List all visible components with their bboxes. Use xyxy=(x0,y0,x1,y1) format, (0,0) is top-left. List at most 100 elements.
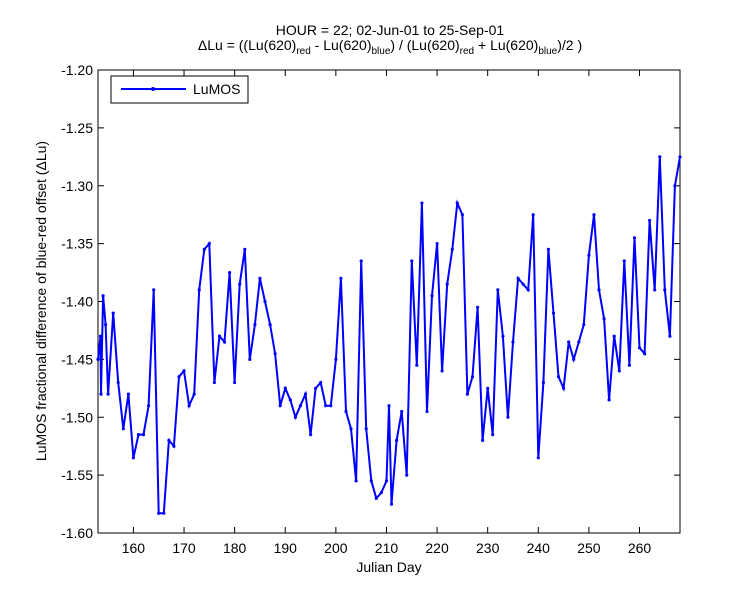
data-point xyxy=(273,352,277,356)
formula-suffix: )/2 ) xyxy=(557,37,583,53)
x-tick-label: 200 xyxy=(324,540,348,556)
data-point xyxy=(450,247,454,251)
data-point xyxy=(314,386,318,390)
data-point xyxy=(329,404,333,408)
data-point xyxy=(541,380,546,385)
data-point xyxy=(233,380,237,385)
data-point xyxy=(602,317,606,321)
formula-sub-blue-1: blue xyxy=(371,45,391,57)
x-tick-label: 230 xyxy=(476,540,500,556)
data-point xyxy=(387,404,391,408)
data-point xyxy=(531,213,535,217)
data-point xyxy=(410,259,414,263)
data-point xyxy=(187,404,191,408)
x-tick-label: 180 xyxy=(223,540,247,556)
data-point xyxy=(556,375,561,379)
data-point xyxy=(136,433,141,437)
data-point xyxy=(496,288,500,292)
data-point xyxy=(384,479,389,483)
data-point xyxy=(658,155,662,159)
data-point xyxy=(298,404,302,408)
x-axis-label: Julian Day xyxy=(356,559,421,575)
data-point xyxy=(405,473,409,477)
data-point xyxy=(126,392,130,396)
data-point xyxy=(567,340,571,344)
data-point xyxy=(202,247,206,251)
data-point xyxy=(648,218,652,223)
data-point xyxy=(546,247,551,251)
data-point xyxy=(374,496,378,500)
data-point xyxy=(501,334,505,338)
data-point xyxy=(521,282,525,286)
data-point xyxy=(673,184,677,188)
data-point xyxy=(430,294,434,298)
data-point xyxy=(420,201,424,205)
y-tick-label: -1.30 xyxy=(61,178,93,194)
data-point xyxy=(425,409,429,414)
data-point xyxy=(536,456,540,460)
data-point xyxy=(98,334,103,338)
data-point xyxy=(476,305,480,309)
data-point xyxy=(607,398,611,402)
data-point xyxy=(359,259,363,263)
data-point xyxy=(152,288,156,292)
y-tick-label: -1.40 xyxy=(61,294,93,310)
y-axis-label: LuMOS fractional difference of blue-red … xyxy=(33,141,49,461)
data-point xyxy=(222,340,227,344)
data-point xyxy=(643,352,647,356)
data-point xyxy=(349,427,353,431)
legend-entry-lumos: LuMOS xyxy=(193,81,240,97)
data-point xyxy=(653,288,657,292)
data-point xyxy=(379,490,383,495)
data-point xyxy=(622,259,626,263)
data-point xyxy=(592,213,596,217)
data-point xyxy=(344,409,348,414)
data-point xyxy=(455,201,459,205)
x-tick-label: 210 xyxy=(375,540,399,556)
data-point xyxy=(460,213,464,217)
data-point xyxy=(334,357,338,361)
y-tick-label: -1.25 xyxy=(61,120,93,136)
data-point xyxy=(172,444,176,448)
formula-sub-blue-2: blue xyxy=(538,45,558,57)
data-point xyxy=(572,357,576,361)
data-point xyxy=(319,380,323,385)
data-point xyxy=(415,363,419,367)
data-point xyxy=(481,438,485,442)
data-point xyxy=(106,392,110,396)
data-point xyxy=(238,282,242,286)
data-point xyxy=(324,404,328,408)
data-point xyxy=(207,242,211,246)
formula-sub-red-2: red xyxy=(459,45,475,57)
data-point xyxy=(157,511,161,515)
data-point xyxy=(506,415,510,419)
data-point xyxy=(440,369,444,373)
data-point xyxy=(278,404,282,408)
data-point xyxy=(587,253,591,257)
data-point xyxy=(668,334,672,338)
data-point xyxy=(116,380,120,385)
tick-labels: 160 170 180 190 200 210 220 230 240 250 260 -1.60 -1… xyxy=(61,62,651,556)
data-point xyxy=(248,357,252,361)
series-markers xyxy=(96,155,682,515)
data-point xyxy=(369,479,373,483)
data-point xyxy=(253,323,257,327)
x-tick-label: 220 xyxy=(425,540,449,556)
data-point xyxy=(283,386,287,390)
chart-subtitle-formula: ΔLu = ((Lu(620)red - Lu(620)blue) / (Lu(… xyxy=(0,37,750,57)
data-point xyxy=(99,392,103,396)
legend-marker xyxy=(151,87,155,91)
legend: LuMOS xyxy=(110,75,249,104)
data-point xyxy=(197,288,201,292)
data-point xyxy=(228,271,232,275)
data-point xyxy=(258,276,262,280)
data-point xyxy=(217,334,222,338)
data-point xyxy=(364,427,368,431)
formula-mid2: ) / (Lu(620) xyxy=(390,37,460,53)
y-tick-label: -1.60 xyxy=(61,525,93,541)
formula-mid1: - Lu(620) xyxy=(310,37,372,53)
data-point xyxy=(582,323,586,327)
data-point xyxy=(293,415,297,419)
data-point xyxy=(263,299,267,304)
